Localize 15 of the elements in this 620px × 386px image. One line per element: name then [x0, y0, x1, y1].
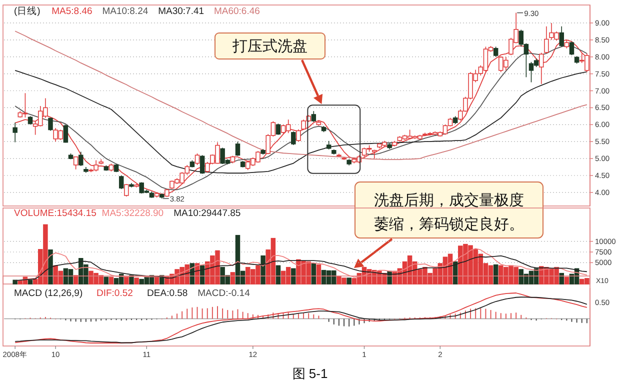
text: MA60:6.46 [214, 6, 260, 17]
text: DIF:0.52 [96, 288, 133, 299]
chart-title: (日线) [14, 5, 40, 17]
series-label: VOLUME:15434.15 [14, 208, 96, 219]
text: MA10:8.24 [102, 6, 148, 17]
text: MA10:29447.85 [174, 208, 241, 219]
chart-title: MACD (12,26,9) [14, 288, 83, 299]
series-label: MACD:-0.14 [198, 288, 250, 299]
text: MA5:8.46 [52, 6, 92, 17]
text: MA30:7.41 [158, 6, 204, 17]
text: DEA:0.58 [147, 288, 188, 299]
annotation: 洗盘后期，成交量极度萎缩，筹码锁定良好。 [374, 192, 524, 233]
text: MA5:32228.90 [102, 208, 164, 219]
annotation: 打压式洗盘 [232, 38, 308, 55]
caption: 图 5-1 [292, 366, 328, 381]
